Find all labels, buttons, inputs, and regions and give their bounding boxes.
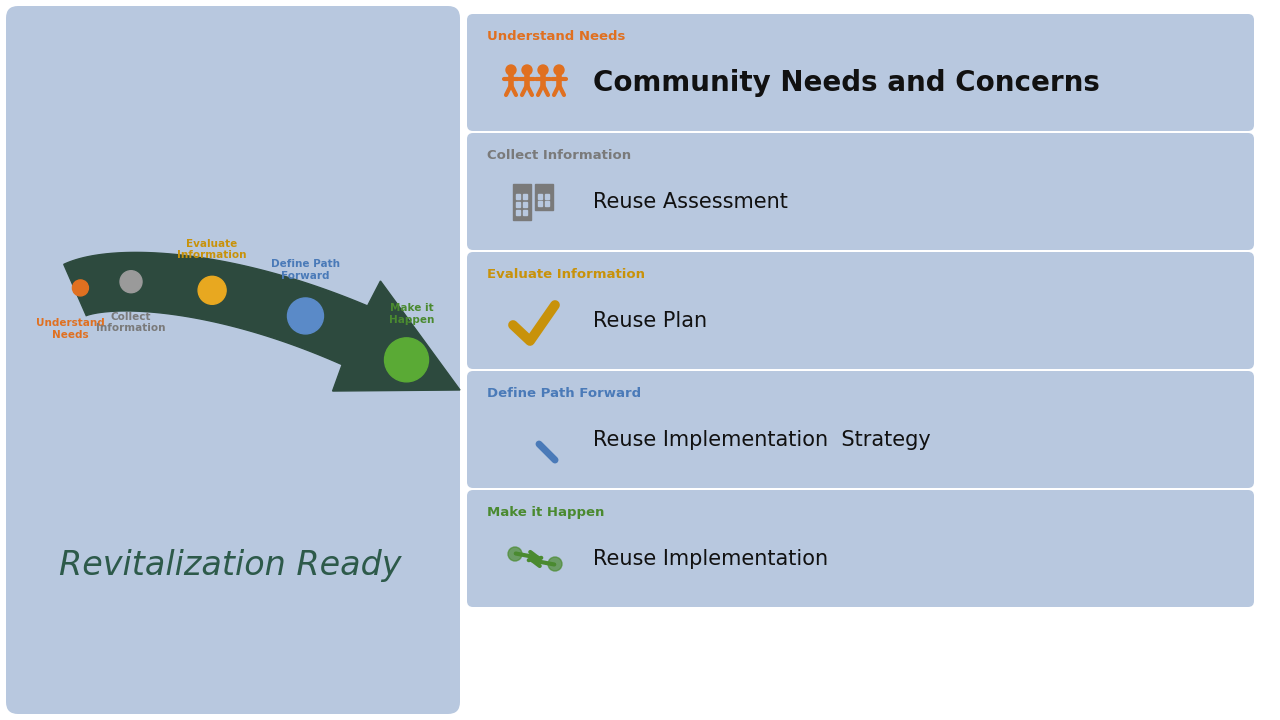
Text: Make it Happen: Make it Happen (486, 506, 604, 519)
Circle shape (73, 280, 88, 296)
Polygon shape (64, 253, 460, 391)
Circle shape (538, 65, 548, 75)
Bar (516, 194, 520, 199)
FancyBboxPatch shape (467, 252, 1254, 369)
Text: Collect
Information: Collect Information (96, 312, 166, 333)
Text: Reuse Assessment: Reuse Assessment (593, 192, 788, 212)
Text: Revitalization Ready: Revitalization Ready (59, 549, 401, 582)
Circle shape (508, 547, 522, 561)
Circle shape (548, 557, 562, 571)
Circle shape (522, 65, 532, 75)
Circle shape (288, 298, 324, 334)
Text: Reuse Implementation  Strategy: Reuse Implementation Strategy (593, 430, 931, 450)
Text: Evaluate
Information: Evaluate Information (178, 239, 247, 261)
Circle shape (198, 276, 227, 305)
Bar (535, 184, 553, 210)
Bar (524, 194, 527, 199)
Text: Reuse Implementation: Reuse Implementation (593, 549, 828, 569)
Bar (513, 184, 531, 220)
Bar (538, 201, 541, 206)
FancyBboxPatch shape (467, 490, 1254, 607)
Circle shape (120, 271, 142, 293)
Bar (545, 194, 549, 199)
Text: Understand
Needs: Understand Needs (36, 318, 105, 340)
FancyBboxPatch shape (467, 133, 1254, 250)
Bar (516, 210, 520, 215)
Bar (545, 201, 549, 206)
Text: Define Path
Forward: Define Path Forward (271, 259, 340, 281)
FancyBboxPatch shape (467, 371, 1254, 488)
Bar (524, 210, 527, 215)
Text: Make it
Happen: Make it Happen (389, 303, 434, 325)
FancyBboxPatch shape (467, 14, 1254, 131)
Text: Evaluate Information: Evaluate Information (486, 268, 645, 281)
Text: Understand Needs: Understand Needs (486, 30, 626, 43)
Circle shape (506, 65, 516, 75)
FancyBboxPatch shape (6, 6, 460, 714)
Circle shape (384, 338, 429, 382)
Bar (524, 202, 527, 207)
Text: Collect Information: Collect Information (486, 149, 631, 162)
Text: Reuse Plan: Reuse Plan (593, 311, 707, 331)
Text: Define Path Forward: Define Path Forward (486, 387, 641, 400)
Circle shape (554, 65, 564, 75)
Bar (538, 194, 541, 199)
Text: Community Needs and Concerns: Community Needs and Concerns (593, 69, 1100, 97)
Bar (516, 202, 520, 207)
